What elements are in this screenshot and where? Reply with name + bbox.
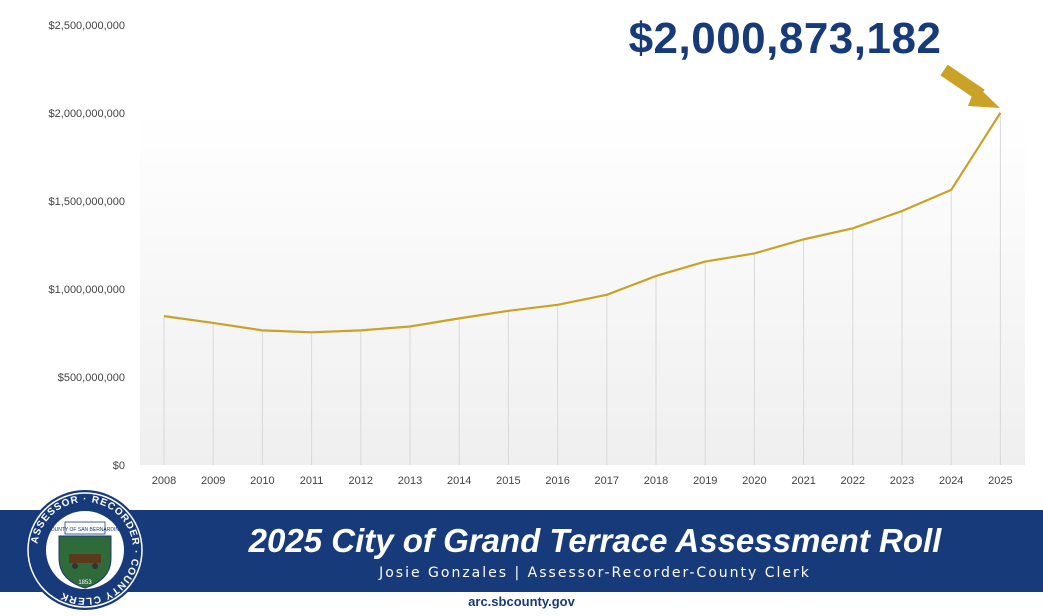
- y-tick-label: $2,500,000,000: [49, 20, 125, 32]
- x-tick-label: 2012: [349, 475, 373, 487]
- x-tick-label: 2021: [791, 475, 815, 487]
- x-tick-label: 2018: [644, 475, 668, 487]
- title-banner: 2025 City of Grand Terrace Assessment Ro…: [0, 510, 1043, 592]
- y-tick-label: $1,000,000,000: [49, 284, 125, 296]
- y-tick-label: $500,000,000: [58, 372, 125, 384]
- y-tick-label: $2,000,000,000: [49, 108, 125, 120]
- banner-title: 2025 City of Grand Terrace Assessment Ro…: [248, 522, 942, 559]
- latest-value-callout: $2,000,873,182: [628, 14, 942, 63]
- series-line: [163, 112, 1002, 334]
- y-tick-label: $0: [113, 460, 125, 472]
- x-tick-label: 2014: [447, 475, 471, 487]
- x-tick-label: 2025: [988, 475, 1012, 487]
- x-tick-label: 2011: [300, 475, 324, 487]
- footer-url-link[interactable]: arc.sbcounty.gov: [468, 594, 575, 609]
- x-tick-label: 2024: [939, 475, 963, 487]
- county-seal-logo: ASSESSOR · RECORDER · COUNTY CLERK COUNT…: [25, 490, 145, 610]
- seal-center-text: COUNTY OF SAN BERNARDINO: [47, 527, 123, 533]
- x-tick-label: 2013: [398, 475, 422, 487]
- x-tick-label: 2010: [250, 475, 274, 487]
- seal-year: 1853: [78, 580, 92, 586]
- line-chart: $0 $500,000,000 $1,000,000,000 $1,500,000,0…: [49, 20, 1025, 487]
- y-tick-label: $1,500,000,000: [49, 196, 125, 208]
- x-tick-label: 2009: [201, 475, 225, 487]
- x-tick-label: 2023: [890, 475, 914, 487]
- x-tick-label: 2019: [693, 475, 717, 487]
- x-tick-label: 2008: [152, 475, 176, 487]
- arrow-pointer: [940, 64, 1000, 108]
- x-tick-label: 2022: [841, 475, 865, 487]
- x-tick-label: 2020: [742, 475, 766, 487]
- x-tick-label: 2017: [595, 475, 619, 487]
- x-tick-label: 2015: [496, 475, 520, 487]
- banner-subtitle: Josie Gonzales | Assessor-Recorder-Count…: [379, 565, 811, 581]
- plot-area: [140, 112, 1025, 465]
- x-tick-label: 2016: [545, 475, 569, 487]
